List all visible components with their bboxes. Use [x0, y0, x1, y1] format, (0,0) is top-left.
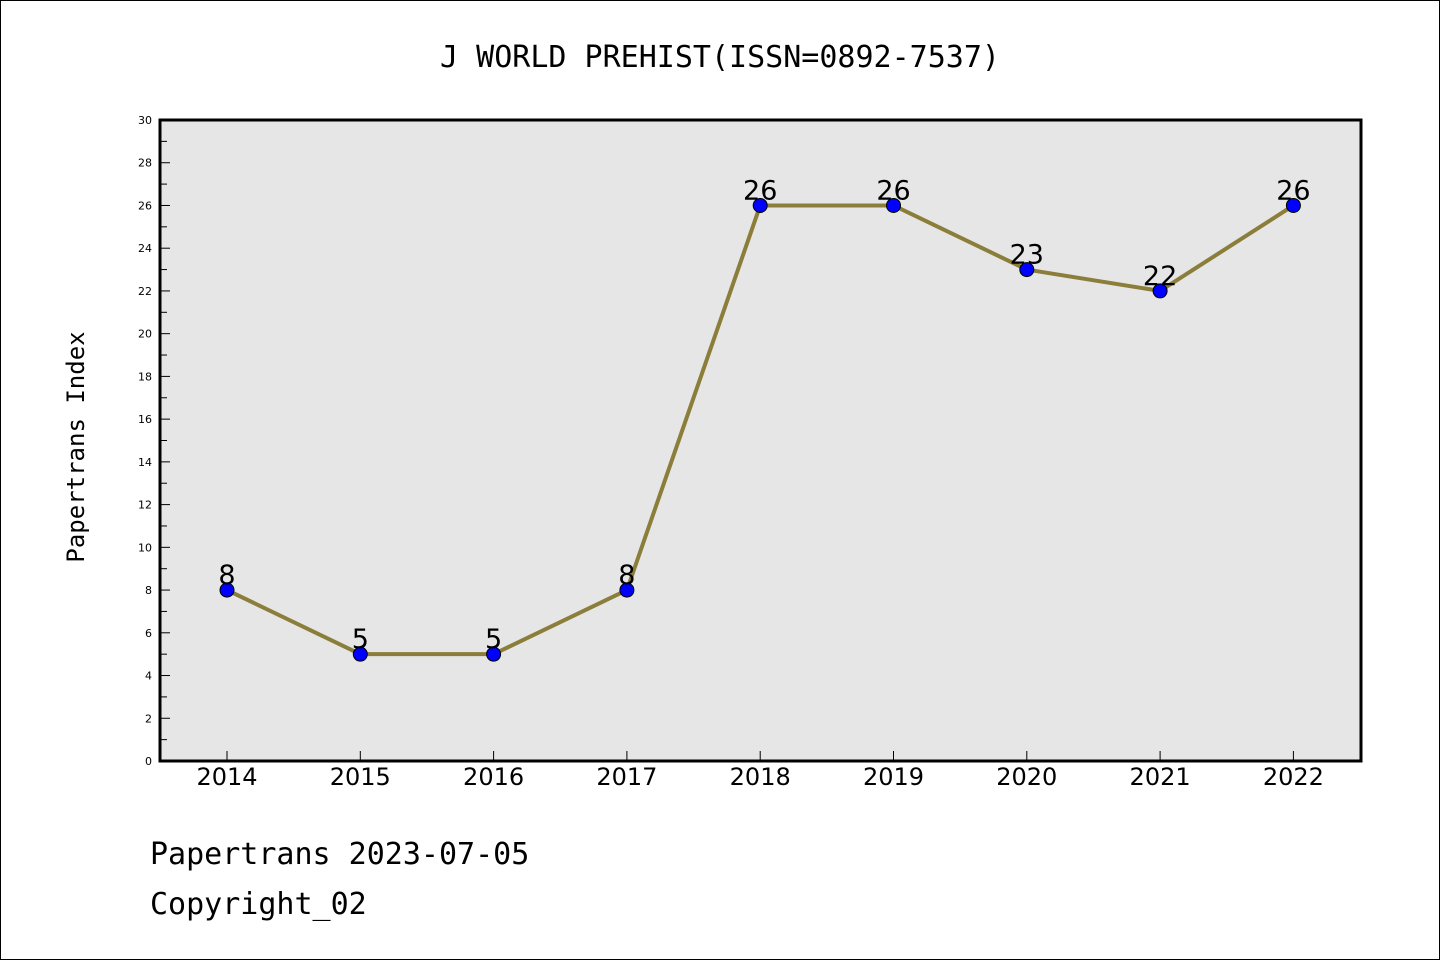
y-tick-label: 4: [145, 670, 152, 683]
chart-title: J WORLD PREHIST(ISSN=0892-7537): [440, 40, 1000, 75]
y-tick-label: 10: [138, 541, 152, 554]
y-tick-label: 12: [138, 499, 152, 512]
y-axis-label: Papertrans Index: [62, 331, 90, 562]
x-tick-label: 2020: [996, 763, 1057, 791]
data-label: 5: [352, 624, 369, 655]
data-point: [619, 582, 635, 598]
y-tick-label: 22: [138, 285, 152, 298]
data-label: 5: [485, 624, 502, 655]
data-label: 8: [618, 560, 635, 591]
data-point: [486, 646, 502, 662]
data-point: [1019, 262, 1035, 278]
y-tick-label: 14: [138, 456, 152, 469]
y-tick-label: 2: [145, 712, 152, 725]
data-label: 26: [876, 175, 910, 206]
data-label: 23: [1010, 240, 1044, 271]
x-tick-label: 2018: [730, 763, 791, 791]
y-tick-label: 8: [145, 584, 152, 597]
x-tick-label: 2021: [1130, 763, 1191, 791]
footer-copyright-text: Copyright_02: [150, 887, 367, 922]
y-tick-label: 16: [138, 413, 152, 426]
y-tick-label: 0: [145, 755, 152, 768]
series-layer: [219, 197, 1301, 662]
y-tick-label: 28: [138, 157, 152, 170]
y-tick-label: 24: [138, 242, 152, 255]
data-point: [219, 582, 235, 598]
x-tick-label: 2016: [463, 763, 524, 791]
plot-area: [158, 118, 1363, 763]
x-tick-label: 2022: [1263, 763, 1324, 791]
y-tick-label: 6: [145, 627, 152, 640]
data-point: [1285, 197, 1301, 213]
footer-date-text: Papertrans 2023-07-05: [150, 837, 529, 872]
y-tick-label: 26: [138, 199, 152, 212]
x-axis: 2014 2015 2016 2017 2018 2019 2020 2021 2022: [196, 751, 1324, 791]
data-label-layer: 8 5 5 8 26 26 23 22 26: [218, 175, 1310, 655]
y-tick-label: 30: [138, 114, 152, 127]
y-tick-label: 20: [138, 328, 152, 341]
x-tick-label: 2015: [330, 763, 391, 791]
data-point: [886, 197, 901, 213]
data-label: 22: [1143, 261, 1177, 292]
x-tick-label: 2014: [196, 763, 257, 791]
data-label: 8: [218, 560, 235, 591]
data-point: [752, 197, 768, 213]
data-label: 26: [1276, 175, 1310, 206]
y-tick-label: 18: [138, 370, 152, 383]
x-tick-label: 2019: [863, 763, 924, 791]
x-tick-label: 2017: [596, 763, 657, 791]
data-point: [352, 646, 368, 662]
data-label: 26: [743, 175, 777, 206]
data-point: [1152, 283, 1168, 299]
